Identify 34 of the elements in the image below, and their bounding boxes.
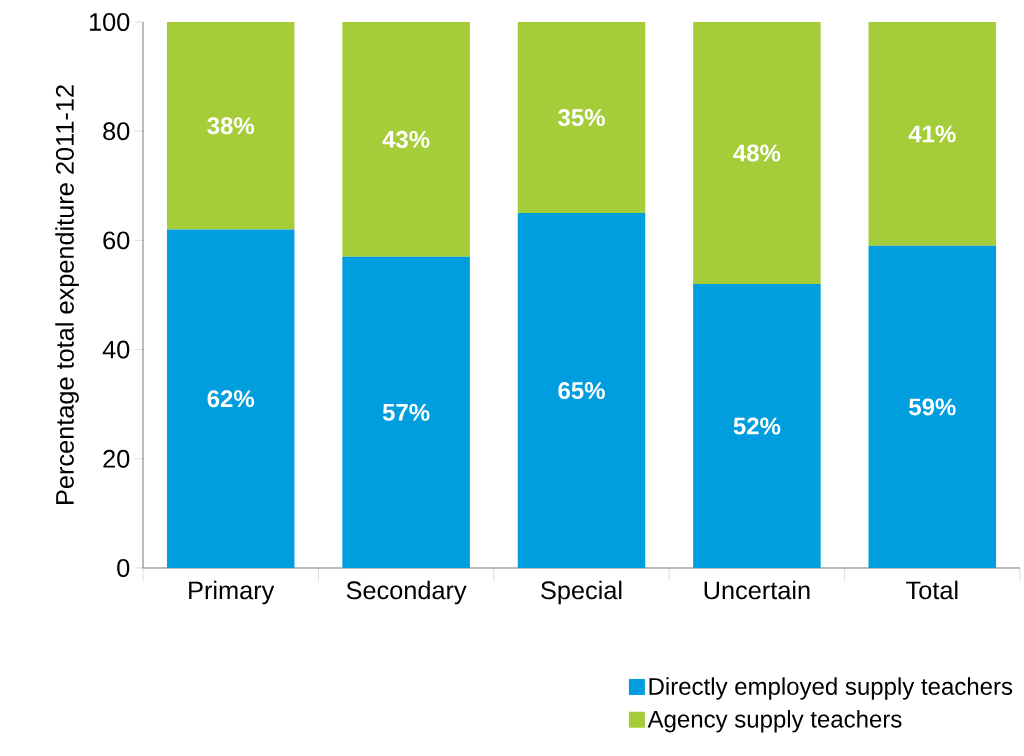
data-label: 35% (558, 109, 605, 127)
x-tick-label: Total (906, 580, 958, 600)
legend-label: Directly employed supply teachers (649, 677, 1013, 700)
bar (868, 21, 997, 246)
bar (693, 21, 821, 285)
bar (517, 21, 646, 214)
y-tick-label: 60 (103, 231, 130, 250)
x-tick-label: Uncertain (704, 580, 810, 600)
data-label: 48% (733, 144, 781, 162)
x-tick-label: Special (541, 580, 622, 605)
bar (517, 213, 646, 568)
y-tick-label: 20 (103, 449, 130, 468)
bar (693, 284, 821, 568)
data-label: 65% (558, 382, 605, 400)
bar (868, 245, 997, 568)
data-label: 57% (382, 403, 430, 421)
bar (342, 256, 470, 568)
y-tick-label: 40 (102, 340, 130, 359)
x-tick-label: Primary (189, 580, 275, 605)
y-tick-label: 0 (117, 559, 130, 577)
data-label: 43% (382, 130, 430, 148)
data-label: 59% (909, 398, 956, 416)
legend-label: Agency supply teachers (647, 710, 902, 733)
bar (166, 229, 295, 568)
data-label: 38% (207, 117, 255, 135)
bar (342, 21, 470, 257)
y-axis-title: Percentage total expenditure 2011-12 (55, 85, 79, 504)
y-tick-label: 80 (103, 122, 130, 141)
data-label: 52% (733, 417, 781, 435)
y-tick-label: 100 (89, 13, 130, 31)
data-label: 62% (207, 390, 255, 408)
data-label: 41% (908, 125, 956, 143)
bar (166, 21, 295, 230)
x-tick-label: Secondary (346, 580, 467, 605)
